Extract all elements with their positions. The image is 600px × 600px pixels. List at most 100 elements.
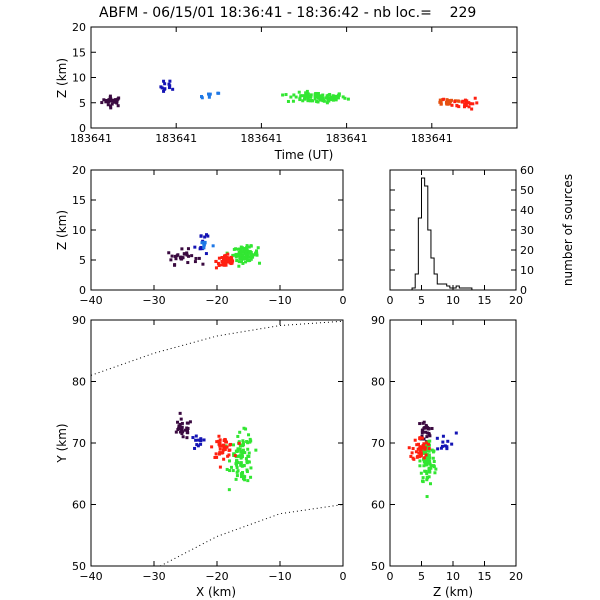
x-tick-label: 5: [418, 294, 425, 307]
data-point: [308, 95, 312, 99]
data-point: [343, 96, 347, 100]
data-point: [432, 460, 436, 464]
data-point: [425, 431, 429, 435]
data-point: [202, 240, 206, 244]
x-tick-label: 15: [478, 294, 492, 307]
data-point: [425, 475, 429, 479]
plan-view-ylabel: Y (km): [55, 423, 69, 463]
data-point: [178, 430, 182, 434]
data-point: [418, 445, 422, 449]
data-point: [305, 89, 309, 93]
data-point: [220, 256, 224, 260]
data-point: [202, 438, 206, 442]
y-tick-label: 40: [520, 204, 534, 217]
data-point: [441, 440, 445, 444]
data-point: [236, 454, 240, 458]
data-point: [246, 479, 250, 483]
data-point: [244, 457, 248, 461]
time-height-xlabel: Time (UT): [274, 148, 334, 162]
data-point: [233, 454, 237, 458]
data-point: [185, 253, 189, 257]
data-point: [193, 260, 197, 264]
x-tick-label: 20: [509, 570, 523, 583]
data-point: [215, 440, 219, 444]
data-point: [241, 448, 245, 452]
data-point: [181, 435, 185, 439]
y-tick-label: 20: [72, 164, 86, 177]
data-point: [194, 434, 198, 438]
data-point: [114, 98, 118, 102]
data-point: [316, 96, 320, 100]
x-tick-label: −30: [142, 294, 165, 307]
data-point: [247, 250, 251, 254]
data-point: [173, 254, 177, 258]
data-point: [224, 440, 228, 444]
data-point: [162, 87, 166, 91]
data-point: [425, 435, 429, 439]
data-point: [247, 454, 251, 458]
data-point: [416, 447, 420, 451]
data-point: [247, 433, 251, 437]
data-point: [231, 469, 235, 473]
data-point: [424, 469, 428, 473]
data-point: [234, 477, 238, 481]
data-point: [252, 253, 256, 257]
data-point: [341, 95, 345, 99]
data-point: [224, 261, 228, 265]
y-tick-label: 15: [72, 194, 86, 207]
data-point: [236, 469, 240, 473]
data-point: [222, 254, 226, 258]
data-point: [419, 471, 423, 475]
data-point: [245, 470, 249, 474]
data-point: [244, 254, 248, 258]
xz-plane-panel: Z (km) −40 −30 −20 −10 0 0 5 10 15 20: [55, 164, 347, 307]
x-tick-label: 183641: [326, 132, 368, 145]
data-point: [204, 252, 208, 256]
data-point: [217, 256, 221, 260]
data-point: [183, 428, 187, 432]
x-tick-label: −10: [268, 570, 291, 583]
data-point: [241, 440, 245, 444]
data-point: [167, 82, 171, 86]
x-tick-label: 15: [478, 570, 492, 583]
data-point: [254, 249, 258, 253]
data-point: [109, 104, 113, 108]
data-point: [421, 476, 425, 480]
data-point: [464, 104, 468, 108]
data-point: [467, 101, 471, 105]
data-point: [176, 427, 180, 431]
data-point: [461, 99, 465, 103]
data-point: [243, 475, 247, 479]
data-point: [299, 94, 303, 98]
data-point: [246, 252, 250, 256]
data-point: [229, 465, 233, 469]
data-point: [193, 446, 197, 450]
data-point: [225, 255, 229, 259]
x-tick-label: 0: [340, 570, 347, 583]
data-point: [181, 430, 185, 434]
data-point: [301, 99, 305, 103]
data-point: [239, 245, 243, 249]
data-point: [333, 96, 337, 100]
data-point: [168, 79, 172, 83]
data-point: [249, 254, 253, 258]
data-point: [435, 436, 439, 440]
data-point: [232, 247, 236, 251]
x-tick-label: 183641: [155, 132, 197, 145]
data-point: [245, 468, 249, 472]
data-point: [242, 247, 246, 251]
data-point: [457, 99, 461, 103]
data-point: [178, 411, 182, 415]
y-tick-label: 0: [520, 284, 527, 297]
data-point: [176, 420, 180, 424]
data-point: [220, 260, 224, 264]
data-point: [204, 233, 208, 237]
data-point: [427, 427, 431, 431]
data-point: [231, 253, 235, 257]
data-point: [240, 250, 244, 254]
data-point: [468, 102, 472, 106]
x-tick-label: 183641: [240, 132, 282, 145]
y-tick-label: 15: [72, 46, 86, 59]
data-point: [249, 251, 253, 255]
